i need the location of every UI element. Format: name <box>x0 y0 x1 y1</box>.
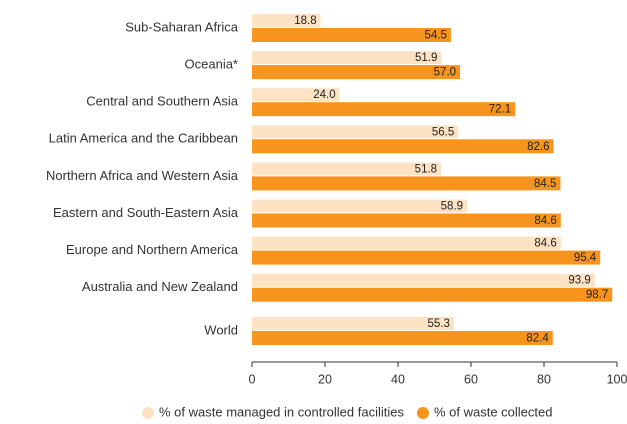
category-label: Latin America and the Caribbean <box>49 131 238 146</box>
x-tick-label: 40 <box>391 372 405 386</box>
value-label: 56.5 <box>432 126 454 138</box>
value-label: 58.9 <box>441 201 463 213</box>
x-tick-label: 100 <box>607 372 627 386</box>
legend-label: % of waste managed in controlled facilit… <box>159 404 404 419</box>
bar <box>252 14 321 27</box>
bar <box>252 125 459 139</box>
bar <box>252 65 461 80</box>
value-label: 95.4 <box>574 252 597 264</box>
bar <box>252 199 467 213</box>
legend-swatch <box>142 407 154 419</box>
bar <box>252 213 561 228</box>
bar <box>252 287 613 302</box>
bar <box>252 176 561 191</box>
value-label: 93.9 <box>568 275 590 287</box>
bar <box>252 250 601 265</box>
x-tick-label: 60 <box>464 372 478 386</box>
bar <box>252 273 595 287</box>
category-label: Oceania* <box>185 57 238 72</box>
category-label: World <box>204 322 238 337</box>
bar <box>252 162 442 176</box>
category-label: Central and Southern Asia <box>86 94 239 109</box>
category-label: Australia and New Zealand <box>82 279 238 294</box>
category-label: Europe and Northern America <box>66 242 239 257</box>
bar <box>252 139 554 154</box>
value-label: 72.1 <box>489 104 511 116</box>
value-label: 54.5 <box>425 30 447 42</box>
bar <box>252 331 553 345</box>
bar <box>252 88 340 102</box>
value-label: 51.8 <box>415 163 437 175</box>
value-label: 82.6 <box>527 141 549 153</box>
category-label: Sub-Saharan Africa <box>125 19 239 34</box>
bar <box>252 51 442 65</box>
value-label: 82.4 <box>526 333 549 345</box>
value-label: 84.5 <box>534 178 556 190</box>
bar <box>252 317 454 330</box>
value-label: 55.3 <box>427 318 449 330</box>
value-label: 98.7 <box>586 289 608 301</box>
value-label: 84.6 <box>534 215 556 227</box>
bar <box>252 102 516 117</box>
value-label: 57.0 <box>434 67 456 79</box>
bar <box>252 28 451 42</box>
x-tick-label: 80 <box>537 372 551 386</box>
x-tick-label: 0 <box>249 372 256 386</box>
legend-swatch <box>416 407 429 419</box>
legend-label: % of waste collected <box>434 404 553 419</box>
category-label: Eastern and South-Eastern Asia <box>53 205 239 220</box>
bar <box>252 236 561 250</box>
value-label: 18.8 <box>294 15 316 27</box>
value-label: 84.6 <box>534 238 556 250</box>
value-label: 51.9 <box>415 52 437 64</box>
category-label: Northern Africa and Western Asia <box>46 168 239 183</box>
x-tick-label: 20 <box>318 372 332 386</box>
value-label: 24.0 <box>313 89 335 101</box>
